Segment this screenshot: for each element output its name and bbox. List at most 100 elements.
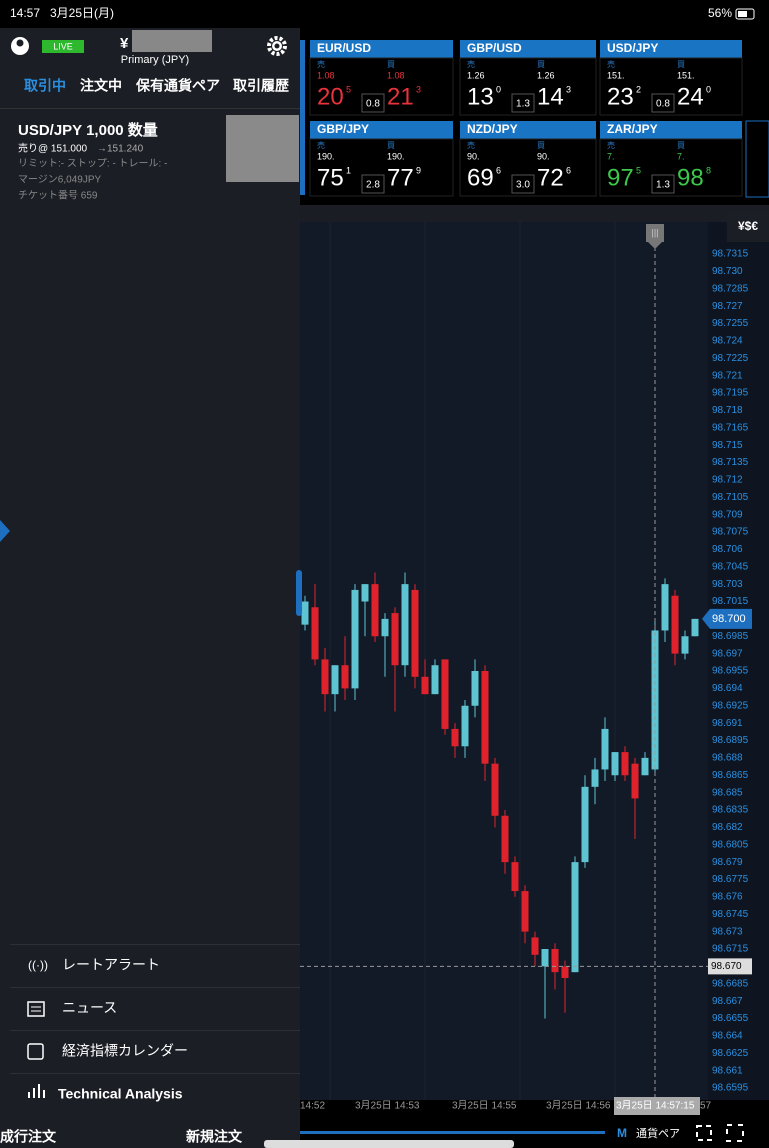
sell-prefix: 7. bbox=[607, 151, 615, 161]
position-title[interactable]: USD/JPY 1,000 数量 bbox=[18, 121, 158, 139]
tab[interactable]: 注文中 bbox=[80, 78, 122, 94]
side-button-bg[interactable] bbox=[727, 210, 769, 242]
candle-body bbox=[511, 862, 519, 892]
market-order-button[interactable]: 成行注文 bbox=[0, 1129, 57, 1145]
tiles-edge bbox=[300, 40, 305, 195]
price-label: 98.703 bbox=[712, 579, 743, 590]
candle-body bbox=[301, 601, 309, 625]
candle-body bbox=[671, 595, 679, 654]
price-label: 98.691 bbox=[712, 718, 743, 729]
time-label: 3月25日 14:56 bbox=[546, 1100, 611, 1112]
left-arrow[interactable] bbox=[0, 520, 10, 542]
calendar-icon bbox=[27, 1043, 44, 1060]
price-label: 98.6895 bbox=[712, 735, 749, 746]
tile-header bbox=[310, 40, 453, 58]
new-order-button[interactable]: 新規注文 bbox=[186, 1129, 243, 1145]
price-label: 98.679 bbox=[712, 857, 743, 868]
candle-body bbox=[681, 636, 689, 654]
pairs-button[interactable]: 通貨ペア bbox=[636, 1126, 680, 1140]
candle-body bbox=[331, 665, 339, 695]
tile-header bbox=[600, 40, 742, 58]
time-label: 3月25日 14:55 bbox=[452, 1100, 517, 1112]
position-orders: リミット:- ストップ: - トレール: - bbox=[18, 158, 167, 170]
divider bbox=[10, 987, 300, 988]
price-label: 98.6865 bbox=[712, 770, 749, 781]
candle-body bbox=[371, 584, 379, 637]
price-axis: 98.7315 98.730 98.7285 98.727 98.7255 98.724 9… bbox=[300, 249, 752, 1115]
currency-symbol: ¥ bbox=[120, 35, 129, 52]
price-label: 98.7285 bbox=[712, 283, 749, 294]
sell-big-digits: 23 bbox=[607, 83, 634, 110]
divider bbox=[10, 1073, 300, 1074]
tile-pair: ZAR/JPY bbox=[607, 122, 658, 136]
candle-body bbox=[401, 584, 409, 666]
battery-fill bbox=[738, 11, 747, 17]
price-label: 98.715 bbox=[712, 440, 743, 451]
buy-prefix: 151. bbox=[677, 70, 695, 80]
price-label: 98.727 bbox=[712, 301, 743, 312]
price-label: 98.694 bbox=[712, 683, 743, 694]
crosshair-time: 3月25日 14:57:15 bbox=[616, 1100, 695, 1112]
buy-big-digits: 98 bbox=[677, 164, 704, 191]
current-price-tag bbox=[702, 608, 752, 629]
menu-item[interactable]: 経済指標カレンダー bbox=[62, 1043, 188, 1059]
current-price: 98.700 bbox=[712, 613, 746, 625]
sell-prefix: 151. bbox=[607, 70, 625, 80]
candle-body bbox=[691, 618, 699, 637]
candle-body bbox=[611, 752, 619, 776]
sell-pip: 1 bbox=[346, 165, 351, 175]
price-label: 98.673 bbox=[712, 926, 743, 937]
crosshair-price-tag bbox=[708, 958, 752, 975]
tile-header bbox=[460, 121, 596, 139]
price-label: 98.7135 bbox=[712, 457, 749, 468]
side-panel bbox=[0, 0, 300, 1148]
tab[interactable]: 保有通貨ペア bbox=[135, 78, 220, 94]
crosshair-marker-icon: ||| bbox=[651, 227, 658, 237]
menu-item[interactable]: Technical Analysis bbox=[58, 1086, 183, 1102]
tab[interactable]: 取引中 bbox=[24, 78, 66, 94]
fullscreen-icon[interactable] bbox=[726, 1124, 744, 1142]
spread-box bbox=[361, 174, 385, 194]
candles: ||| bbox=[300, 224, 708, 1100]
spread-box bbox=[361, 93, 385, 113]
analysis-icon bbox=[28, 1084, 45, 1098]
sell-label: 売 bbox=[317, 140, 325, 150]
spread: 1.3 bbox=[656, 180, 670, 191]
buy-label: 買 bbox=[537, 141, 545, 150]
price-label: 98.7165 bbox=[712, 422, 749, 433]
divider bbox=[0, 108, 300, 109]
sell-pip: 6 bbox=[496, 165, 501, 175]
sell-prefix: 190. bbox=[317, 151, 335, 161]
tile-pair: GBP/USD bbox=[467, 41, 522, 55]
mode-button[interactable]: M bbox=[617, 1126, 627, 1140]
tile-header bbox=[460, 40, 596, 58]
buy-prefix: 1.26 bbox=[537, 70, 555, 80]
tile-pair: NZD/JPY bbox=[467, 122, 518, 136]
battery-icon bbox=[735, 8, 755, 20]
panel-handle[interactable] bbox=[296, 570, 302, 616]
side-button[interactable]: ¥$€ bbox=[738, 219, 758, 233]
price-label: 98.721 bbox=[712, 370, 743, 381]
tab[interactable]: 取引履歴 bbox=[233, 78, 289, 94]
buy-big-digits: 14 bbox=[537, 83, 564, 110]
sell-big-digits: 69 bbox=[467, 164, 494, 191]
menu-item[interactable]: ニュース bbox=[62, 1000, 117, 1016]
time-label: 3月25日 14:53 bbox=[355, 1100, 420, 1112]
candle-body bbox=[521, 891, 529, 932]
menu-item[interactable]: レートアラート bbox=[62, 957, 160, 973]
price-label: 98.6955 bbox=[712, 666, 749, 677]
candle-body bbox=[661, 584, 669, 631]
settings-icon[interactable] bbox=[267, 36, 287, 56]
crop-icon[interactable] bbox=[696, 1125, 712, 1141]
candle-body bbox=[351, 589, 359, 689]
partial-tile[interactable] bbox=[745, 120, 769, 198]
candle-body bbox=[621, 752, 629, 776]
spread-box bbox=[651, 174, 675, 194]
sell-pip: 5 bbox=[636, 165, 641, 175]
price-label: 98.709 bbox=[712, 509, 743, 520]
position-ticket: チケット番号 659 bbox=[18, 190, 98, 202]
scroll-bar bbox=[300, 1131, 605, 1134]
tile-pair: EUR/USD bbox=[317, 41, 371, 55]
price-label: 98.7315 bbox=[712, 249, 749, 260]
